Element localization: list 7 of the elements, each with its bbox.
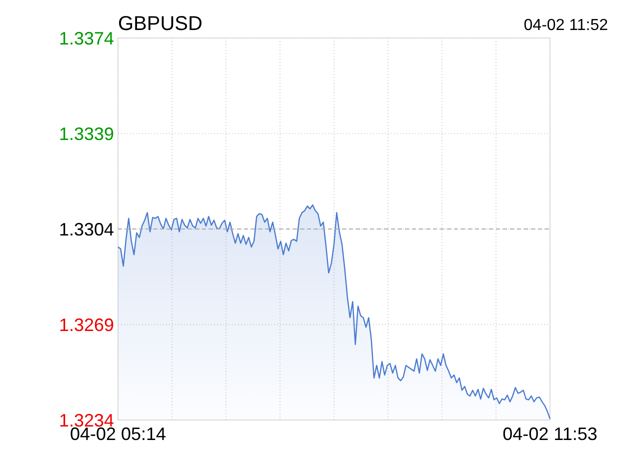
y-tick-label: 1.3374 — [58, 28, 114, 48]
chart-title: GBPUSD — [118, 13, 202, 35]
y-tick-label: 1.3339 — [58, 124, 114, 144]
y-tick-label: 1.3304 — [58, 219, 114, 240]
y-tick-label: 1.3269 — [58, 314, 114, 335]
x-tick-label: 04-02 11:53 — [502, 424, 598, 444]
text: 04-02 11:52 — [524, 17, 608, 34]
